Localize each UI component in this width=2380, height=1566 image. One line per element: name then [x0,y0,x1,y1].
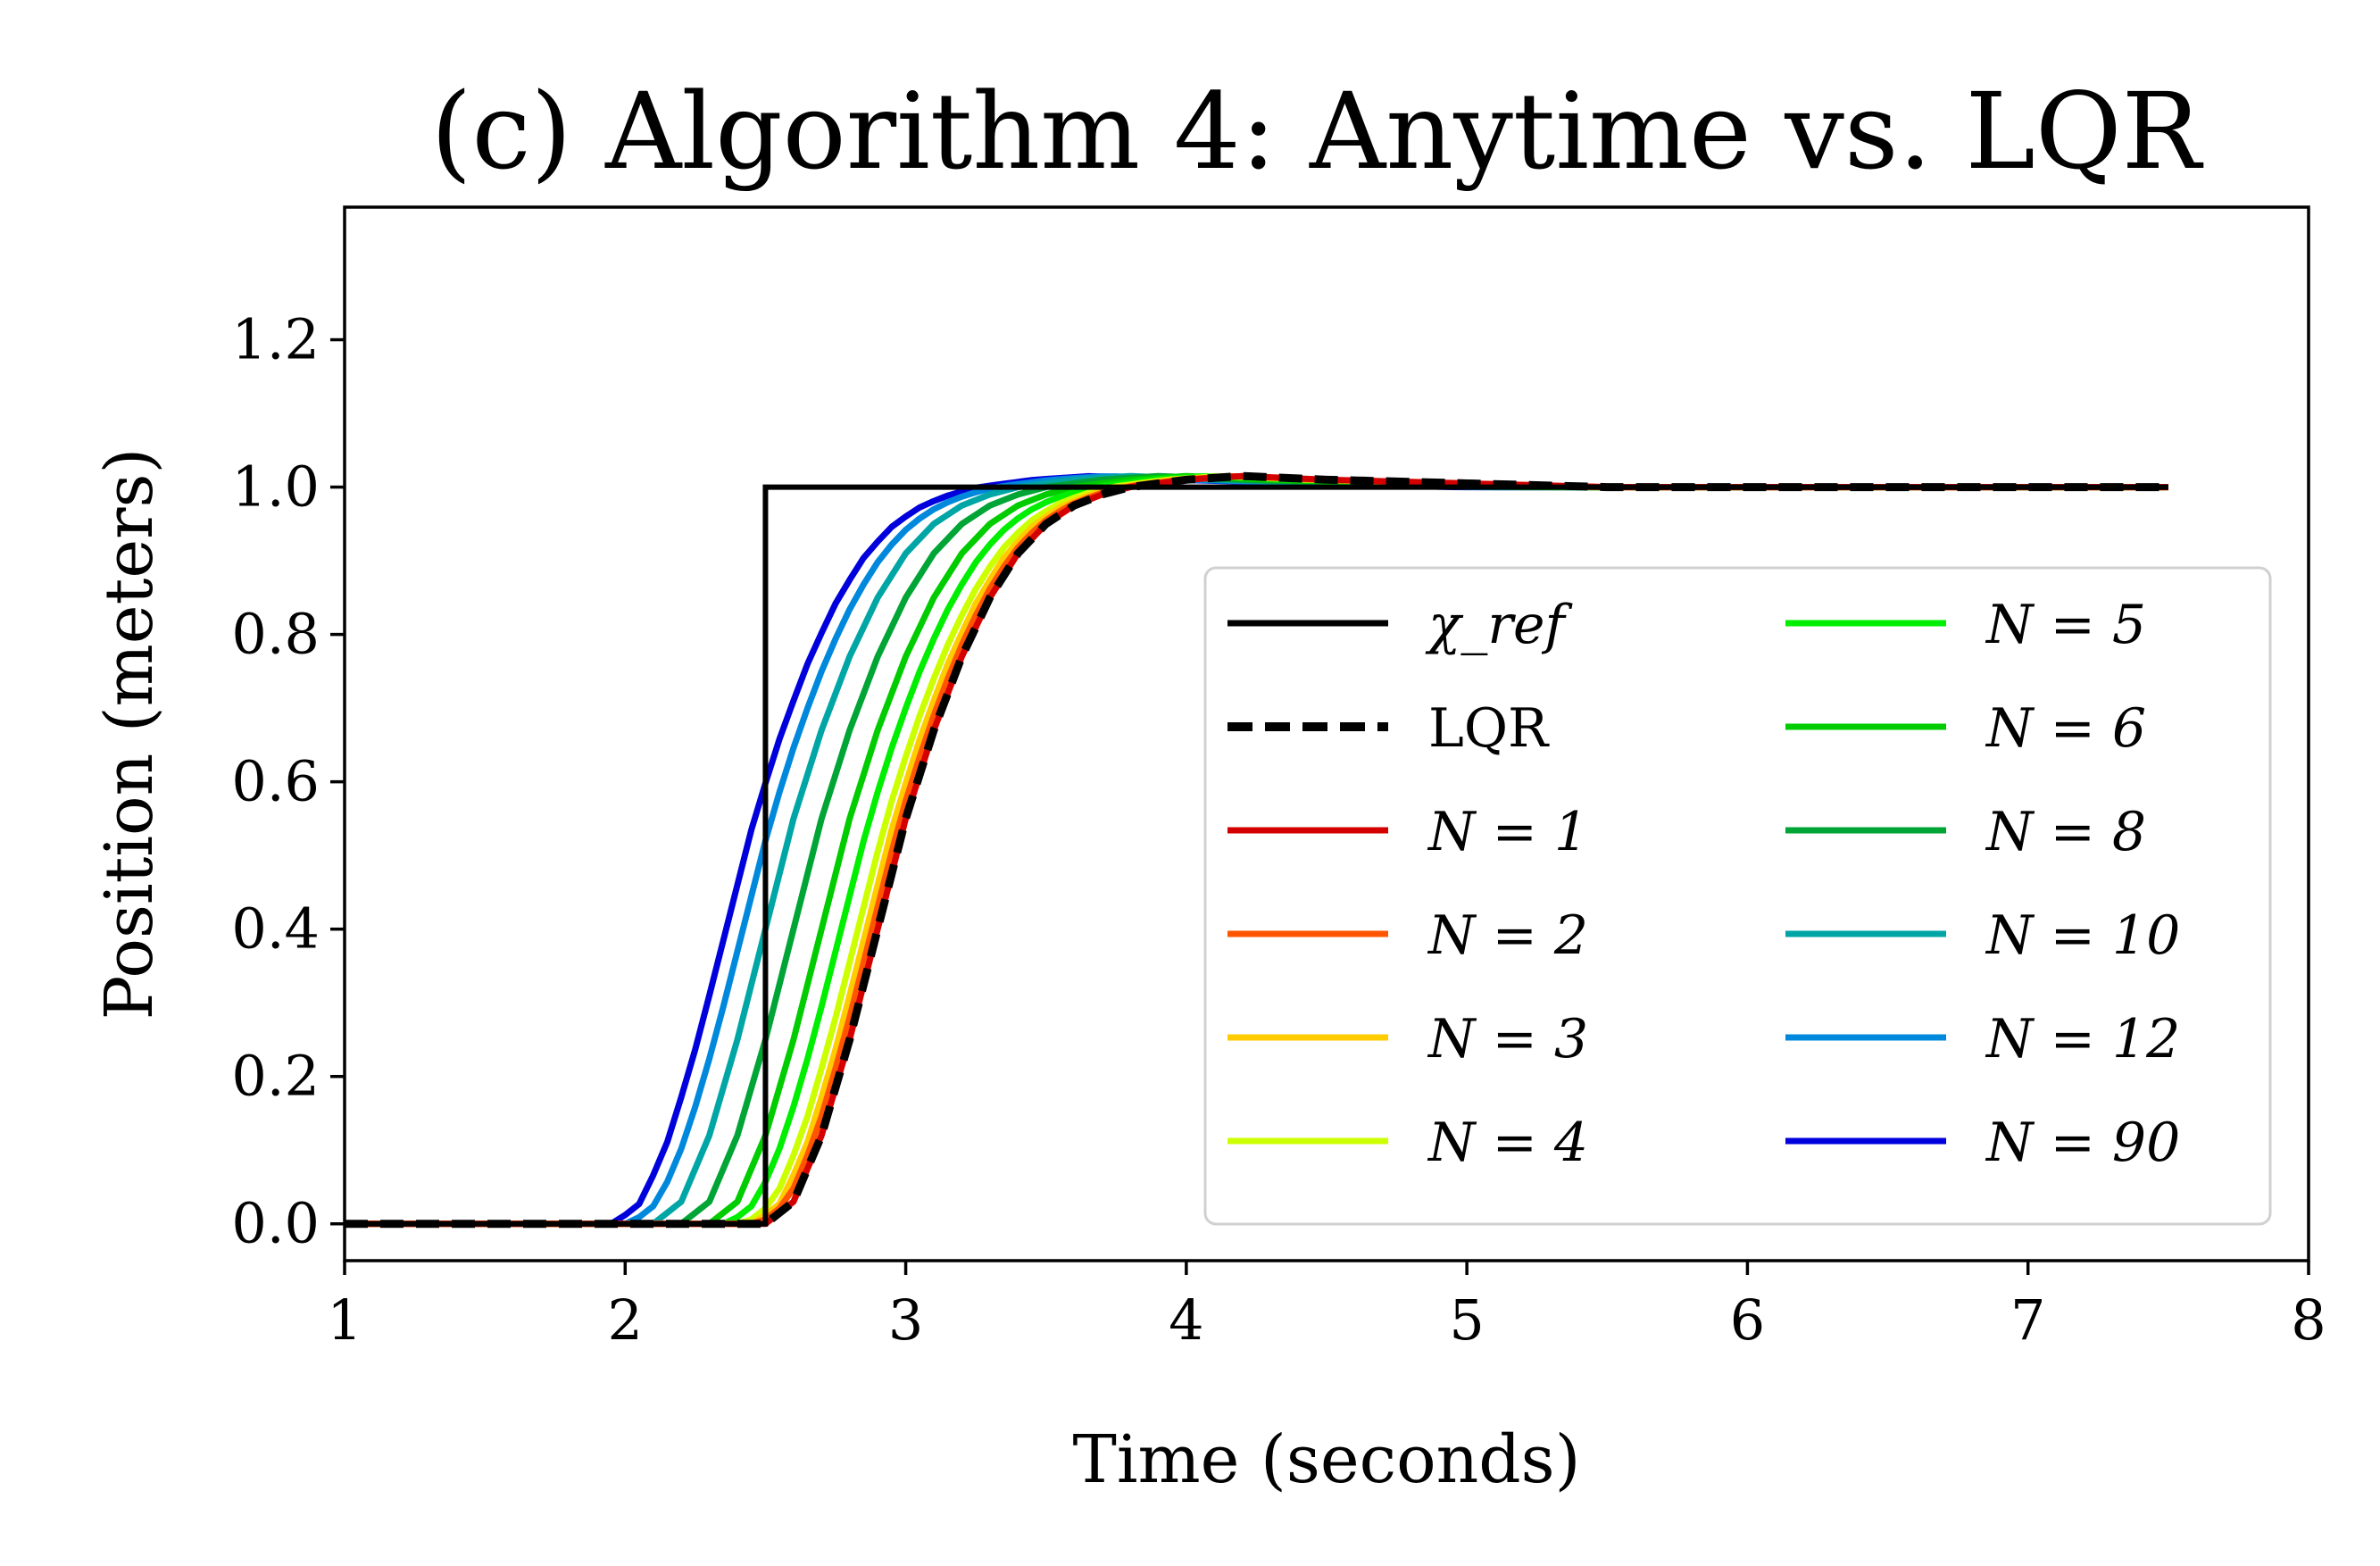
y-tick-label: 0.0 [231,1191,320,1256]
x-tick-label: 4 [1169,1287,1203,1353]
legend-label: N = 4 [1427,1112,1588,1174]
legend-label: χ_ref [1425,594,1574,656]
legend-label: N = 6 [1985,697,2146,760]
legend-frame [1203,566,2272,1226]
x-tick-label: 1 [327,1287,362,1353]
y-tick-label: 1.2 [231,307,320,372]
legend: χ_ref LQR N = 1 N = 2 N = 3 N = 4 N = 5 N = 6 N … [1203,566,2272,1226]
y-tick-label: 0.6 [231,749,320,814]
lqr-line [345,471,2168,1229]
x-tick-label: 7 [2010,1287,2045,1353]
y-tick-label: 1.0 [231,454,320,520]
x-tick-label: 8 [2291,1287,2326,1353]
plot-area [345,471,2168,1229]
x-tick-label: 3 [888,1287,923,1353]
legend-label: N = 2 [1427,904,1588,967]
chart-title: (c) Algorithm 4: Anytime vs. LQR [431,70,2204,193]
legend-label: N = 12 [1985,1008,2180,1070]
y-axis: 0.0 0.2 0.4 0.6 0.8 1.0 1.2 [231,307,345,1256]
plot-frame [343,205,2310,1262]
y-tick-label: 0.8 [231,602,320,667]
x-tick-label: 5 [1449,1287,1484,1353]
legend-label: N = 10 [1985,904,2180,967]
x-axis-title: Time (seconds) [1072,1421,1580,1498]
legend-label: N = 8 [1985,801,2146,863]
x-tick-label: 2 [608,1287,643,1353]
legend-label: N = 90 [1985,1112,2180,1174]
y-tick-label: 0.4 [231,896,320,962]
legend-label: N = 5 [1985,594,2146,656]
x-axis: 1 2 3 4 5 6 7 8 [327,1261,2326,1353]
legend-label: N = 3 [1427,1008,1588,1070]
legend-label: LQR [1428,697,1550,760]
y-tick-label: 0.2 [231,1044,320,1109]
y-axis-title: Position (meters) [91,448,168,1020]
x-tick-label: 6 [1730,1287,1765,1353]
legend-label: N = 1 [1427,801,1588,863]
